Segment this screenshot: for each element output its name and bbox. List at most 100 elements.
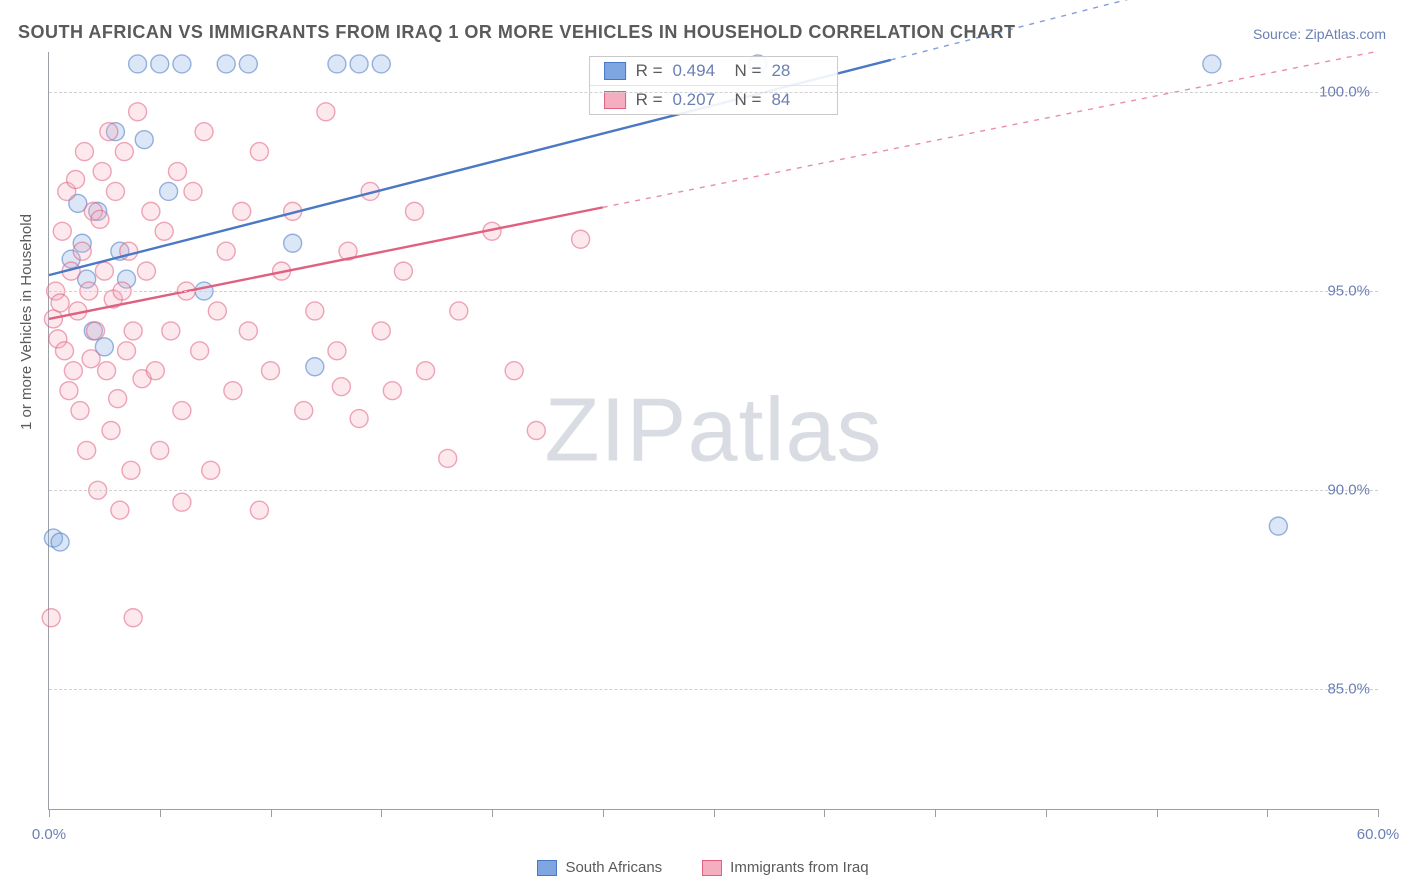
- data-point: [51, 533, 69, 551]
- data-point: [527, 422, 545, 440]
- x-tick: [935, 809, 936, 817]
- x-tick: [714, 809, 715, 817]
- stat-n-value: 84: [771, 90, 823, 110]
- plot-svg: [49, 52, 1378, 809]
- stat-r-label: R =: [636, 90, 663, 110]
- data-point: [450, 302, 468, 320]
- data-point: [71, 402, 89, 420]
- x-tick: [603, 809, 604, 817]
- grid-line: [49, 490, 1378, 491]
- bottom-legend: South Africans Immigrants from Iraq: [0, 859, 1406, 876]
- legend-swatch: [604, 62, 626, 80]
- plot-area: ZIPatlas R =0.494N =28R =0.207N =84 85.0…: [48, 52, 1378, 810]
- grid-line: [49, 291, 1378, 292]
- data-point: [372, 322, 390, 340]
- y-tick-label: 95.0%: [1327, 283, 1370, 300]
- data-point: [173, 493, 191, 511]
- stat-legend-row: R = 0.207 N = 84: [590, 85, 838, 114]
- data-point: [73, 242, 91, 260]
- legend-item: Immigrants from Iraq: [702, 859, 868, 876]
- data-point: [124, 609, 142, 627]
- source-label: Source: ZipAtlas.com: [1253, 26, 1386, 42]
- data-point: [151, 55, 169, 73]
- data-point: [372, 55, 390, 73]
- data-point: [64, 362, 82, 380]
- data-point: [306, 302, 324, 320]
- data-point: [417, 362, 435, 380]
- x-tick: [824, 809, 825, 817]
- data-point: [124, 322, 142, 340]
- data-point: [111, 501, 129, 519]
- data-point: [1203, 55, 1221, 73]
- data-point: [146, 362, 164, 380]
- data-point: [82, 350, 100, 368]
- data-point: [98, 362, 116, 380]
- data-point: [137, 262, 155, 280]
- stat-n-label: N =: [735, 90, 762, 110]
- data-point: [505, 362, 523, 380]
- data-point: [233, 202, 251, 220]
- data-point: [67, 170, 85, 188]
- legend-label: South Africans: [565, 859, 662, 876]
- legend-label: Immigrants from Iraq: [730, 859, 868, 876]
- data-point: [155, 222, 173, 240]
- data-point: [56, 342, 74, 360]
- data-point: [239, 55, 257, 73]
- data-point: [135, 131, 153, 149]
- data-point: [106, 182, 124, 200]
- data-point: [250, 501, 268, 519]
- data-point: [162, 322, 180, 340]
- data-point: [115, 143, 133, 161]
- data-point: [168, 163, 186, 181]
- x-tick: [381, 809, 382, 817]
- data-point: [151, 441, 169, 459]
- x-tick: [492, 809, 493, 817]
- data-point: [224, 382, 242, 400]
- data-point: [93, 163, 111, 181]
- x-tick: [1157, 809, 1158, 817]
- x-tick: [271, 809, 272, 817]
- stat-legend: R =0.494N =28 R = 0.207 N = 84: [589, 56, 839, 115]
- y-tick-label: 90.0%: [1327, 482, 1370, 499]
- data-point: [394, 262, 412, 280]
- data-point: [405, 202, 423, 220]
- data-point: [332, 378, 350, 396]
- legend-swatch: [537, 860, 557, 876]
- data-point: [173, 402, 191, 420]
- data-point: [51, 294, 69, 312]
- data-point: [102, 422, 120, 440]
- grid-line: [49, 689, 1378, 690]
- x-tick: [1046, 809, 1047, 817]
- data-point: [91, 210, 109, 228]
- data-point: [295, 402, 313, 420]
- data-point: [217, 242, 235, 260]
- stat-legend-row: R =0.494N =28: [590, 57, 838, 85]
- legend-swatch: [604, 91, 626, 109]
- legend-item: South Africans: [537, 859, 662, 876]
- y-axis-title: 1 or more Vehicles in Household: [18, 214, 35, 430]
- stat-r-value: 0.207: [673, 90, 725, 110]
- data-point: [350, 55, 368, 73]
- data-point: [284, 234, 302, 252]
- data-point: [129, 55, 147, 73]
- data-point: [328, 55, 346, 73]
- data-point: [53, 222, 71, 240]
- data-point: [572, 230, 590, 248]
- data-point: [129, 103, 147, 121]
- y-tick-label: 100.0%: [1319, 83, 1370, 100]
- data-point: [122, 461, 140, 479]
- legend-swatch: [702, 860, 722, 876]
- data-point: [100, 123, 118, 141]
- data-point: [350, 410, 368, 428]
- data-point: [328, 342, 346, 360]
- data-point: [42, 609, 60, 627]
- data-point: [439, 449, 457, 467]
- data-point: [109, 390, 127, 408]
- data-point: [75, 143, 93, 161]
- data-point: [262, 362, 280, 380]
- data-point: [142, 202, 160, 220]
- x-tick-label: 60.0%: [1357, 826, 1400, 843]
- data-point: [317, 103, 335, 121]
- data-point: [191, 342, 209, 360]
- stat-n-value: 28: [771, 61, 823, 81]
